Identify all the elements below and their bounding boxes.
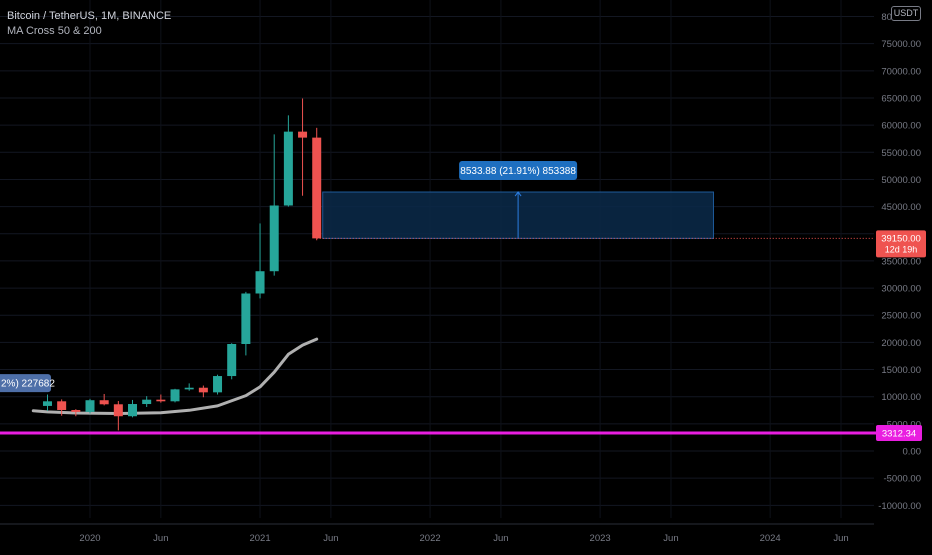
chart-legend: Bitcoin / TetherUS, 1M, BINANCE MA Cross… [7,9,171,39]
left-measure-label: 2%) 227682 [1,379,55,390]
candle [128,399,138,418]
candle [85,398,95,414]
candle-body [113,404,123,417]
candle-body [170,389,180,402]
price-tick-label: 60000.00 [881,121,921,132]
candle-body [298,131,308,138]
candle-body [156,399,166,402]
measure-label-box [459,161,578,181]
last-price-value: 39150.00 [881,233,921,244]
candle [170,388,180,403]
indicator-title[interactable]: MA Cross 50 & 200 [7,25,102,37]
candle-body [227,344,237,377]
candle-body [71,409,81,412]
candle [213,374,223,395]
candle-body [283,131,293,206]
candle-body [42,401,52,406]
last-price-tag [876,230,926,258]
candle-body [312,137,322,239]
candle [42,394,52,411]
time-tick-label: 2020 [79,533,100,544]
price-tick-label: 10000.00 [881,392,921,403]
candle-body [85,400,95,412]
candle [298,98,308,196]
candle-body [57,401,67,410]
price-tick-label: 65000.00 [881,93,921,104]
time-tick-label: 2021 [249,533,270,544]
time-tick-label: Jun [153,533,168,544]
price-tick-label: 75000.00 [881,39,921,50]
candle [241,291,251,356]
price-tick-label: -10000.00 [878,501,921,512]
candle [227,343,237,380]
time-tick-label: 2022 [420,533,441,544]
price-tick-label: -5000.00 [883,474,921,485]
candle-body [255,271,265,294]
candle-body [142,399,152,405]
time-axis: 2020 Jun 2021 Jun 2022 Jun 2023 Jun 2024 Jun [0,523,874,544]
price-tick-label: 5000.00 [887,419,921,430]
candle [198,385,208,398]
candle-body [198,387,208,393]
candle [57,399,67,416]
price-tick-label: 70000.00 [881,66,921,77]
time-tick-label: 2024 [760,533,781,544]
candles-layer [42,98,322,431]
candle [255,223,265,299]
time-tick-label: Jun [493,533,508,544]
support-price-value: 3312.34 [882,429,916,440]
candle [71,409,81,417]
candle [99,393,109,406]
candle [156,394,166,403]
candle-body [213,376,223,393]
candle [113,401,123,431]
price-tick-label: 15000.00 [881,365,921,376]
currency-badge[interactable]: USDT [891,6,921,21]
price-tick-label: 20000.00 [881,338,921,349]
price-tick-label: 55000.00 [881,148,921,159]
measure-layer: 8533.88 (21.91%) 853388 [322,161,714,239]
candle-body [241,293,251,345]
price-tick-label: 30000.00 [881,284,921,295]
measure-label: 8533.88 (21.91%) 853388 [460,166,576,177]
candle-body [99,400,109,405]
support-price-tag [876,425,922,442]
candle [312,127,322,241]
time-tick-label: 2023 [590,533,611,544]
candle [283,115,293,207]
candle-body [269,205,279,272]
candle [184,383,194,391]
left-measure-label-box [0,374,51,393]
candle-body [184,387,194,390]
price-axis: 80000.0075000.0070000.0065000.0060000.00… [878,12,921,512]
candle [142,396,152,408]
symbol-title[interactable]: Bitcoin / TetherUS, 1M, BINANCE [7,10,172,22]
price-tick-label: 35000.00 [881,256,921,267]
time-tick-label: Jun [663,533,678,544]
candle [269,134,279,276]
candle-body [128,404,138,417]
price-tick-label: 25000.00 [881,311,921,322]
price-tick-label: 50000.00 [881,175,921,186]
grid [0,0,874,518]
last-price-countdown: 12d 19h [885,244,918,254]
price-tick-label: 0.00 [903,447,922,458]
measure-arrow-head [514,191,522,197]
time-tick-label: Jun [323,533,338,544]
time-tick-label: Jun [833,533,848,544]
price-tick-label: 45000.00 [881,202,921,213]
